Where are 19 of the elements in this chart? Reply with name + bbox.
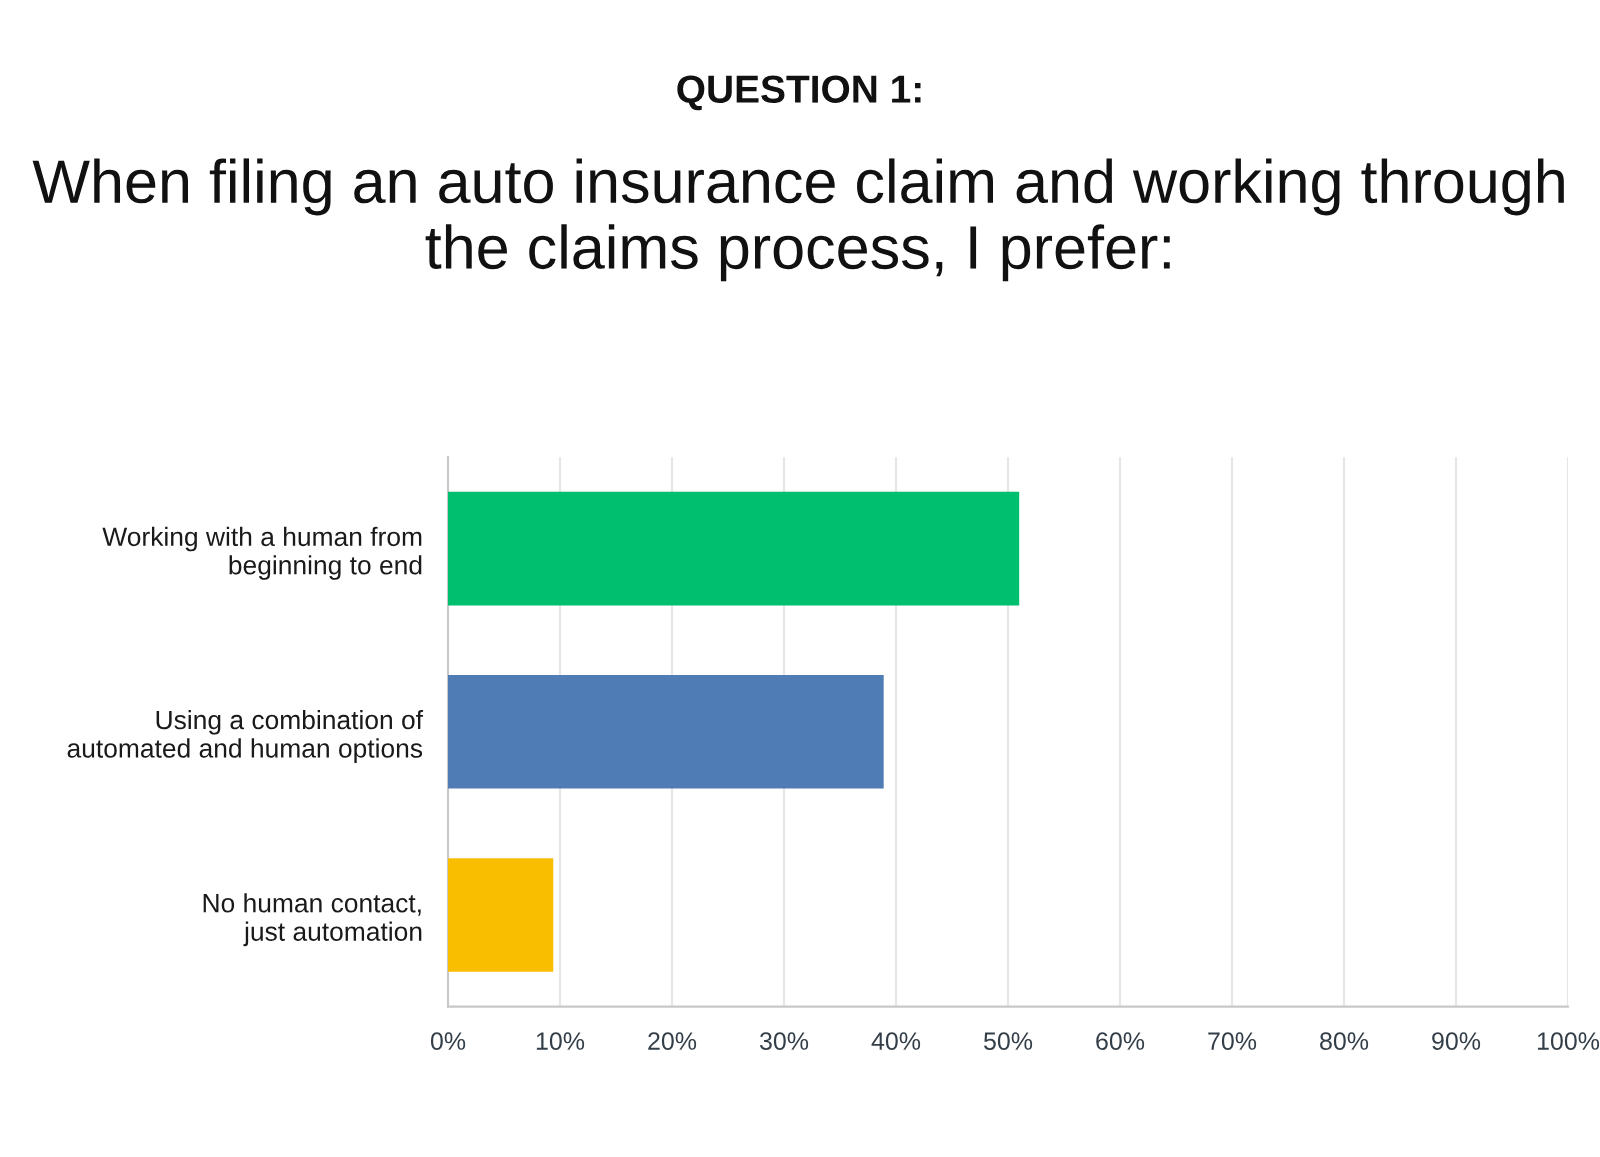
x-tick-label: 40% xyxy=(871,1032,921,1050)
x-tick-label: 80% xyxy=(1320,1032,1369,1050)
x-tick-label: 90% xyxy=(1432,1032,1481,1050)
x-tick-label: 20% xyxy=(648,1032,697,1050)
bar xyxy=(448,675,884,789)
y-tick-label: Using a combination of automated and human options xyxy=(67,709,424,763)
x-tick-label: 10% xyxy=(536,1032,585,1050)
y-tick-label: Working with a human from beginning to end xyxy=(102,526,422,580)
chart-subtitle: When filing an auto insurance claim and working through the claims process, I prefer: xyxy=(32,158,1564,282)
x-tick-label: 70% xyxy=(1208,1032,1257,1050)
x-tick-label: 0% xyxy=(430,1032,466,1050)
x-tick-label: 100% xyxy=(1537,1032,1600,1050)
bar xyxy=(448,491,1020,606)
bar xyxy=(448,858,554,972)
x-tick-label: 50% xyxy=(983,1032,1033,1050)
chart-title: QUESTION 1: xyxy=(677,75,921,111)
x-tick-label: 60% xyxy=(1096,1032,1145,1050)
x-tick-label: 30% xyxy=(759,1032,809,1050)
y-tick-label: No human contact, just automation xyxy=(203,893,422,947)
